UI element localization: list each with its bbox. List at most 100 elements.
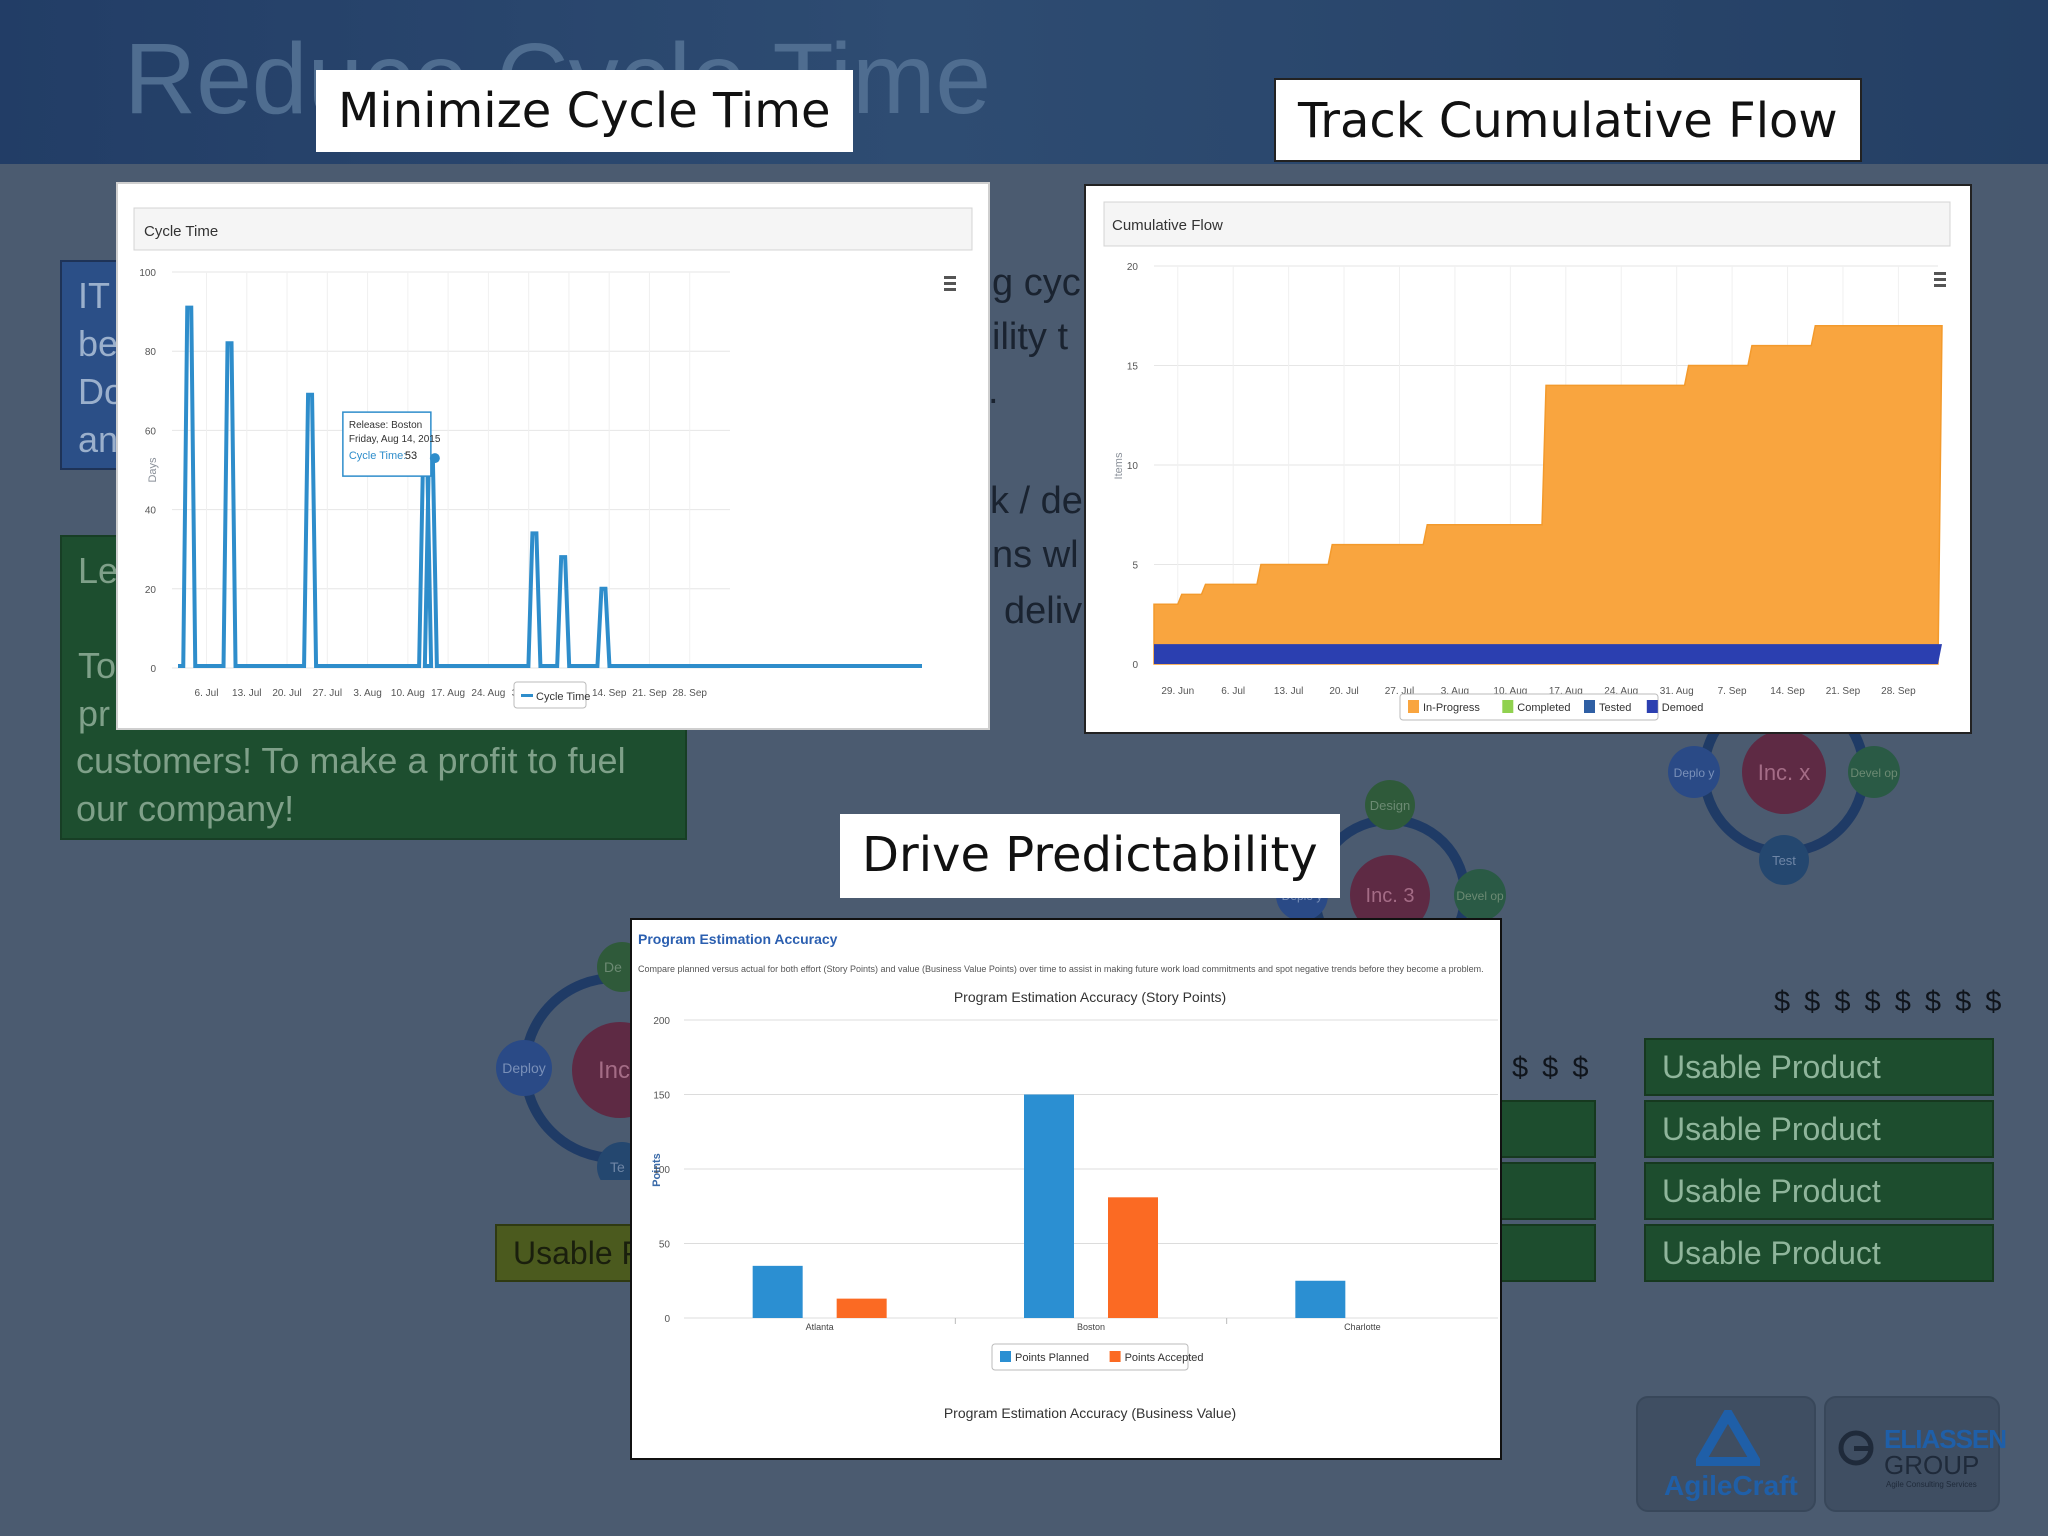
x-tick-label: 28. Sep	[1881, 686, 1916, 697]
chart-title: Cycle Time	[144, 223, 218, 240]
label-drive-predictability: Drive Predictability	[840, 814, 1340, 898]
y-tick-label: 0	[150, 664, 156, 675]
agilecraft-logo-icon	[1696, 1410, 1760, 1466]
tooltip-label: Cycle Time:	[349, 450, 406, 462]
series-area-in-progress[interactable]	[1153, 324, 1943, 665]
legend-item[interactable]: In-Progress	[1423, 702, 1480, 714]
y-tick-label: 20	[145, 585, 157, 596]
x-tick-label: 21. Sep	[1826, 686, 1861, 697]
x-tick-label: 3. Aug	[1441, 686, 1469, 697]
x-tick-label: Atlanta	[806, 1322, 834, 1332]
x-tick-label: 24. Aug	[471, 688, 505, 699]
series-line-cycle-time[interactable]	[178, 305, 922, 668]
legend-item[interactable]: Completed	[1517, 702, 1570, 714]
x-tick-label: 7. Sep	[1718, 686, 1747, 697]
bar-points-planned[interactable]	[1024, 1094, 1074, 1319]
x-tick-label: Charlotte	[1344, 1322, 1381, 1332]
x-tick-label: 17. Aug	[431, 688, 465, 699]
dollar-signs-short: $ $ $	[1512, 1052, 1592, 1084]
y-tick-label: 60	[145, 426, 157, 437]
cycle-deploy-node	[496, 1040, 552, 1096]
y-tick-label: 0	[664, 1314, 670, 1325]
x-tick-label: 10. Aug	[391, 688, 425, 699]
x-tick-label: 14. Sep	[592, 688, 627, 699]
chart-header-bar	[133, 207, 973, 251]
legend-item[interactable]: Points Accepted	[1125, 1352, 1204, 1364]
y-tick-label: 50	[659, 1240, 671, 1251]
cumulative-flow-panel: Cumulative Flow Items 0 5 10 15 20 29. Jun 6.…	[1084, 184, 1972, 734]
bar-points-planned[interactable]	[1295, 1280, 1346, 1318]
x-tick-label: 6. Jul	[195, 688, 219, 699]
y-tick-label: 150	[653, 1091, 670, 1102]
bg-blue-line: an	[78, 419, 119, 460]
x-tick-label: 17. Aug	[1549, 686, 1583, 697]
footer-chart-title: Program Estimation Accuracy (Business Va…	[944, 1405, 1236, 1421]
cycle-time-chart: Cycle Time Days 0 20 40 60 80 100 6. Jul 13. J…	[133, 207, 973, 709]
legend-swatch	[521, 694, 533, 697]
cycle-top-label: De	[604, 959, 622, 975]
eliassen-logo-icon	[1838, 1430, 1874, 1466]
cycle-design-label: Design	[1370, 798, 1410, 813]
y-axis-label: Items	[1113, 452, 1125, 479]
x-tick-label: 3. Aug	[353, 688, 381, 699]
chart-title: Program Estimation Accuracy (Story Point…	[954, 989, 1226, 1005]
x-tick-label: 28. Sep	[672, 688, 707, 699]
cycle-inc-label: Inc. 3	[1366, 885, 1415, 907]
x-tick-label: 10. Aug	[1493, 686, 1527, 697]
cycle-test-node	[1759, 835, 1809, 885]
dollar-signs-long: $ $ $ $ $ $ $ $	[1774, 986, 2005, 1018]
cycle-inc-label: Inc	[598, 1057, 630, 1084]
x-tick-label: 14. Sep	[1770, 686, 1805, 697]
label-minimize-cycle-time: Minimize Cycle Time	[316, 70, 853, 152]
bar-points-accepted[interactable]	[1108, 1197, 1158, 1318]
bg-green-line: Le	[78, 550, 119, 591]
x-tick-label: 21. Sep	[632, 688, 667, 699]
chart-legend[interactable]: Points Planned Points Accepted	[991, 1343, 1204, 1371]
cycle-develop-label: Devel op	[1456, 889, 1504, 903]
legend-item[interactable]: Points Planned	[1015, 1352, 1089, 1364]
tooltip-point-marker	[429, 453, 440, 464]
x-tick-label: 13. Jul	[1274, 686, 1303, 697]
chart-legend[interactable]: Cycle Time	[513, 681, 590, 709]
y-tick-label: 100	[139, 268, 156, 279]
legend-swatch	[1109, 1351, 1121, 1362]
tooltip-value: 53	[405, 450, 417, 462]
estimation-accuracy-chart: Program Estimation Accuracy Compare plan…	[638, 931, 1498, 1421]
cycle-develop-node	[1848, 746, 1900, 798]
legend-swatch	[1646, 700, 1658, 713]
x-tick-label: Boston	[1077, 1322, 1105, 1332]
estimation-accuracy-panel: Program Estimation Accuracy Compare plan…	[630, 918, 1502, 1460]
bar-points-planned[interactable]	[752, 1265, 803, 1318]
cycle-inc-node	[1742, 730, 1826, 814]
bg-right-line: k / de	[990, 480, 1083, 522]
chart-menu-icon[interactable]	[944, 276, 956, 291]
legend-item[interactable]: Tested	[1599, 702, 1631, 714]
x-tick-label: 24. Aug	[1604, 686, 1638, 697]
bg-right-line: ility t	[992, 316, 1068, 358]
x-tick-label: 27. Jul	[313, 688, 342, 699]
legend-swatch	[1502, 700, 1514, 713]
y-tick-label: 15	[1127, 362, 1139, 373]
tooltip-line1: Release: Boston	[349, 420, 422, 431]
cycle-inc-label: Inc. x	[1758, 760, 1811, 785]
legend-item-cycle-time[interactable]: Cycle Time	[536, 691, 590, 703]
cycle-develop-label: Devel op	[1850, 766, 1898, 780]
cycle-diagram-right: Deplo y Inc. x Devel op Test	[1668, 700, 1900, 885]
bg-right-line: deliv	[1004, 590, 1083, 632]
chart-menu-icon[interactable]	[1934, 272, 1946, 287]
y-axis-label: Points	[651, 1153, 663, 1187]
chart-header-bar	[1103, 201, 1951, 247]
bg-blue-line: IT	[78, 275, 110, 316]
eliassen-logo-top: ELIASSEN	[1884, 1424, 2007, 1454]
x-tick-label: 31. Aug	[1660, 686, 1694, 697]
legend-item[interactable]: Demoed	[1662, 702, 1704, 714]
chart-legend[interactable]: In-Progress Completed Tested Demoed	[1399, 693, 1704, 721]
label-track-cumulative-flow: Track Cumulative Flow	[1274, 78, 1862, 162]
y-tick-label: 80	[145, 347, 157, 358]
usable-product-box: Usable Product	[1644, 1038, 1994, 1096]
bar-points-accepted[interactable]	[836, 1298, 887, 1318]
agilecraft-logo-text: AgileCraft	[1664, 1470, 1798, 1501]
series-area-demoed[interactable]	[1154, 644, 1942, 664]
y-tick-label: 100	[653, 1165, 670, 1176]
x-tick-label: 20. Jul	[1329, 686, 1358, 697]
